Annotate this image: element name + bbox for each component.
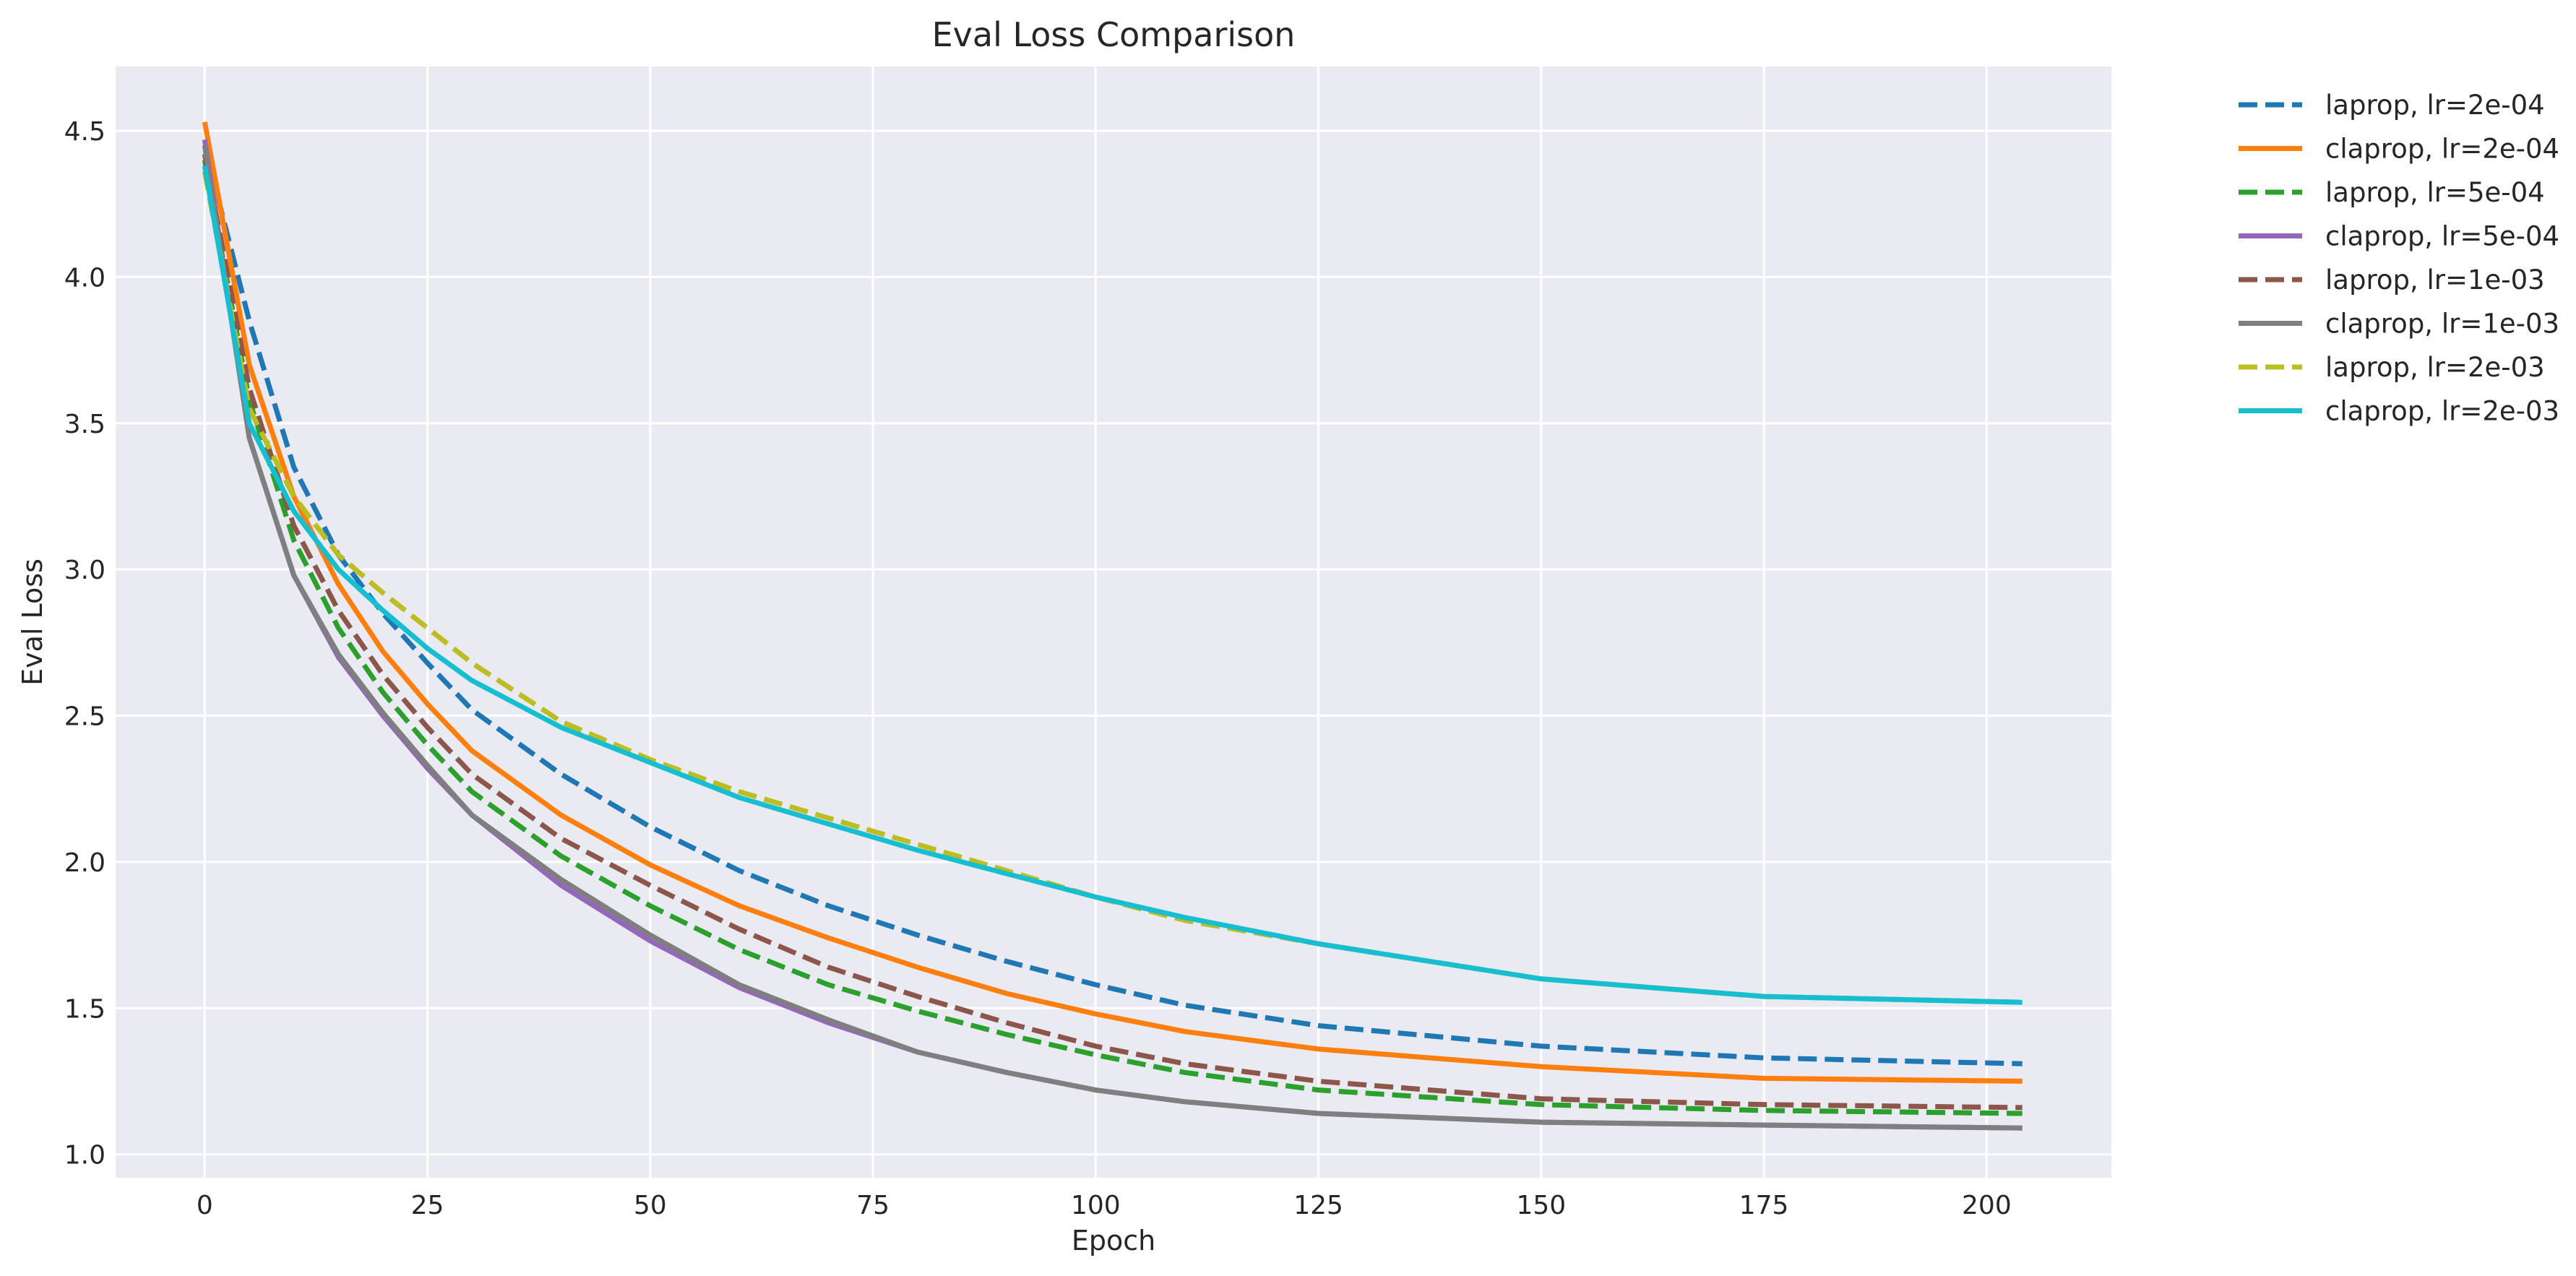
x-tick-label-7: 175 (1739, 1191, 1789, 1220)
series-line-4 (202, 153, 2023, 1111)
legend-label-0: laprop, lr=2e-04 (2325, 90, 2545, 121)
x-tick-label-4: 100 (1071, 1191, 1121, 1220)
y-tick-labels: 1.0 1.5 2.0 2.5 3.0 3.5 4.0 4.5 (64, 117, 105, 1171)
y-tick-label-3: 2.5 (64, 702, 105, 732)
plot-area (116, 66, 2111, 1178)
y-axis-label: Eval Loss (17, 559, 48, 686)
x-tick-label-2: 50 (634, 1191, 667, 1220)
y-tick-label-6: 4.0 (64, 263, 105, 293)
series-line-5 (202, 145, 2023, 1131)
x-tick-label-8: 200 (1962, 1191, 2012, 1220)
x-tick-labels: 0 25 50 75 100 125 150 175 200 (197, 1191, 2012, 1220)
chart-title: Eval Loss Comparison (932, 15, 1296, 54)
x-tick-label-3: 75 (856, 1191, 889, 1220)
x-tick-label-0: 0 (197, 1191, 213, 1220)
series-line-1 (202, 121, 2023, 1084)
y-tick-label-5: 3.5 (64, 410, 105, 439)
series-line-7 (202, 165, 2023, 1005)
series-line-2 (202, 159, 2023, 1116)
legend-label-4: laprop, lr=1e-03 (2325, 264, 2545, 296)
legend-label-7: claprop, lr=2e-03 (2325, 396, 2559, 427)
legend: laprop, lr=2e-04 claprop, lr=2e-04 laprop,… (2239, 90, 2559, 427)
y-tick-label-7: 4.5 (64, 117, 105, 147)
legend-label-6: laprop, lr=2e-03 (2325, 352, 2545, 383)
legend-label-5: claprop, lr=1e-03 (2325, 309, 2559, 340)
x-tick-label-1: 25 (411, 1191, 444, 1220)
y-tick-label-0: 1.0 (64, 1141, 105, 1171)
legend-label-2: laprop, lr=5e-04 (2325, 177, 2545, 208)
x-tick-label-5: 125 (1293, 1191, 1343, 1220)
legend-label-3: claprop, lr=5e-04 (2325, 221, 2559, 252)
legend-label-1: claprop, lr=2e-04 (2325, 134, 2559, 165)
series-lines (202, 121, 2023, 1131)
x-tick-label-6: 150 (1516, 1191, 1566, 1220)
y-tick-label-4: 3.0 (64, 556, 105, 585)
x-axis-label: Epoch (1072, 1225, 1155, 1256)
grid-lines (116, 66, 2111, 1178)
y-tick-label-1: 1.5 (64, 994, 105, 1024)
y-tick-label-2: 2.0 (64, 848, 105, 878)
